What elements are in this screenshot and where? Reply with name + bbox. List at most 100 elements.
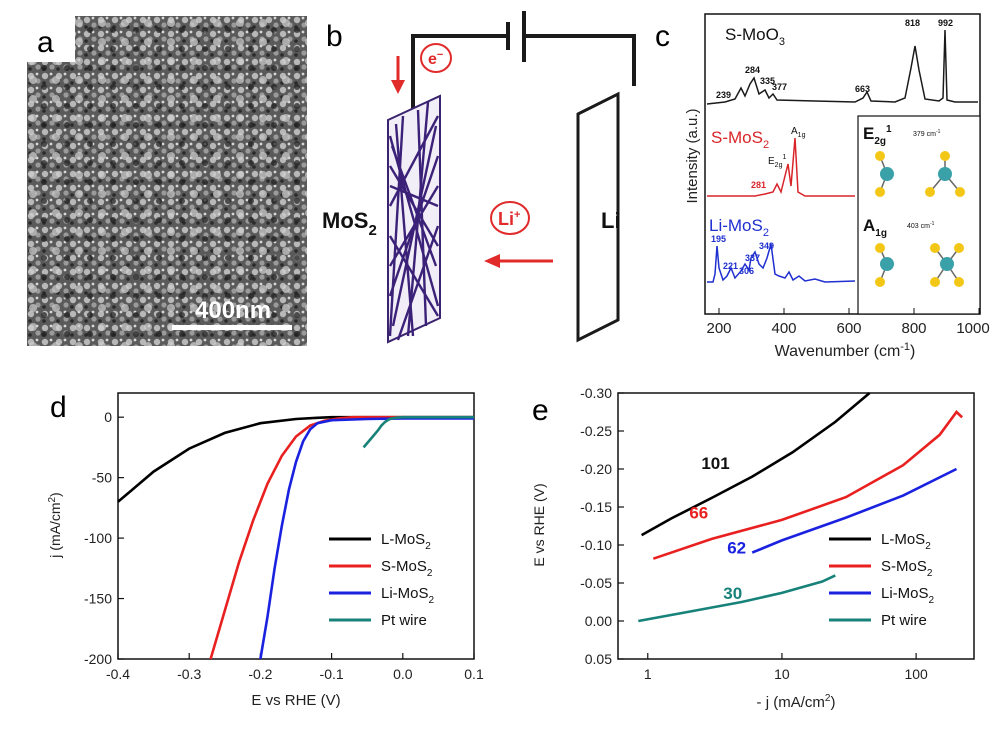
tafel-slope-label: 30 bbox=[723, 584, 742, 603]
peak-label: 349 bbox=[759, 241, 774, 251]
trace-label-mos2: S-MoS2 bbox=[711, 128, 769, 151]
x-tick-label: -0.2 bbox=[248, 666, 272, 682]
series-line-s-mos bbox=[652, 410, 963, 560]
x-tick-label: 100 bbox=[904, 666, 928, 682]
plot-d-frame bbox=[117, 392, 475, 660]
scale-bar bbox=[172, 325, 292, 330]
panel-e-letter: e bbox=[532, 394, 549, 427]
panel-e: e 1 10 100 -0.30 -0.25 -0.20 -0.15 -0.10 -0.05 0… bbox=[500, 375, 1000, 732]
ion-label: Li+ bbox=[498, 209, 520, 229]
plot-e-xlabel: - j (mA/cm2) bbox=[757, 693, 836, 711]
peak-label: 992 bbox=[938, 18, 953, 28]
x-tick-label: 600 bbox=[836, 320, 861, 337]
electron-badge bbox=[420, 43, 452, 73]
legend-label: Li-MoS2 bbox=[381, 585, 435, 606]
series-line-li-mos bbox=[751, 467, 958, 554]
x-tick-label: 0.0 bbox=[393, 666, 413, 682]
li-label: Li bbox=[601, 208, 621, 233]
mos2-label: MoS2 bbox=[322, 208, 377, 239]
y-tick-label: -0.05 bbox=[580, 575, 612, 591]
y-tick-label: -0.10 bbox=[580, 537, 612, 553]
scale-bar-label: 400nm bbox=[195, 297, 271, 324]
x-tick-label: 400 bbox=[771, 320, 796, 337]
legend-label: S-MoS2 bbox=[881, 558, 933, 579]
panel-b: b MoS2 Li bbox=[318, 6, 648, 351]
peak-label: 281 bbox=[751, 180, 766, 190]
legend-label: L-MoS2 bbox=[381, 531, 431, 552]
series-line-s-mos bbox=[209, 415, 474, 660]
y-tick-label: -0.25 bbox=[580, 423, 612, 439]
li-electrode bbox=[576, 91, 620, 343]
legend-label: S-MoS2 bbox=[381, 558, 433, 579]
series-line-li-mos bbox=[259, 417, 474, 660]
y-tick-label: -200 bbox=[84, 651, 112, 667]
peak-label-a1g: A1g bbox=[791, 126, 806, 139]
series-line-l-mos bbox=[640, 392, 871, 537]
peak-label: 195 bbox=[711, 234, 726, 244]
peak-label-e2g: E2g1 bbox=[768, 154, 786, 169]
x-tick-label: 200 bbox=[706, 320, 731, 337]
plot-d-ylabel: j (mA/cm2) bbox=[47, 492, 63, 558]
y-tick-label: -100 bbox=[84, 530, 112, 546]
trace-label-moo3: S-MoO3 bbox=[725, 25, 785, 48]
raman-ylabel: Intensity (a.u.) bbox=[684, 108, 701, 203]
raman-xlabel: Wavenumber (cm-1) bbox=[775, 341, 916, 360]
y-tick-label: -150 bbox=[84, 591, 112, 607]
series-line-pt-wire bbox=[362, 415, 474, 449]
panel-b-letter: b bbox=[326, 20, 343, 53]
x-tick-label: 1000 bbox=[956, 320, 989, 337]
peak-label: 337 bbox=[745, 253, 760, 263]
y-tick-label: -0.30 bbox=[580, 385, 612, 401]
peak-label: 239 bbox=[716, 90, 731, 100]
y-tick-label: -0.20 bbox=[580, 461, 612, 477]
trace-s-mos2 bbox=[707, 137, 855, 197]
legend-label: Pt wire bbox=[881, 612, 927, 629]
plot-d-legend: L-MoS2 S-MoS2 Li-MoS2 Pt wire bbox=[329, 531, 435, 629]
plot-e-frame bbox=[617, 392, 975, 660]
peak-label: 284 bbox=[745, 65, 760, 75]
ion-badge bbox=[490, 201, 530, 235]
series-line-pt-wire bbox=[638, 574, 836, 623]
x-tick-label: 0.1 bbox=[464, 666, 484, 682]
tafel-slope-label: 62 bbox=[727, 538, 746, 557]
x-tick-label: 10 bbox=[774, 666, 790, 682]
legend-label: Li-MoS2 bbox=[881, 585, 935, 606]
trace-li-mos2 bbox=[707, 243, 856, 283]
x-tick-label: 800 bbox=[901, 320, 926, 337]
tafel-slope-label: 66 bbox=[689, 503, 708, 522]
sem-image: a 400nm bbox=[27, 16, 307, 346]
mode-e2g-label: E2g1 bbox=[863, 124, 892, 147]
panel-d-letter: d bbox=[50, 391, 67, 424]
mode-e2g-freq: 379 cm-1 bbox=[913, 129, 941, 138]
y-tick-label: 0.05 bbox=[585, 651, 612, 667]
panel-d: d -0.4 -0.3 -0.2 -0.1 0.0 0.1 0 -50 -100 -150 -20… bbox=[0, 375, 500, 732]
peak-label: 335 bbox=[760, 76, 775, 86]
x-tick-label: -0.4 bbox=[106, 666, 130, 682]
y-tick-label: -0.15 bbox=[580, 499, 612, 515]
panel-a-letter: a bbox=[37, 26, 54, 59]
trace-s-moo3 bbox=[706, 29, 978, 105]
mode-a1g-label: A1g bbox=[863, 216, 887, 239]
y-tick-label: 0.00 bbox=[585, 613, 612, 629]
peak-label: 221 bbox=[723, 261, 738, 271]
legend-label: Pt wire bbox=[381, 612, 427, 629]
electron-label: e− bbox=[428, 49, 443, 68]
plot-d-xlabel: E vs RHE (V) bbox=[251, 692, 340, 709]
panel-c: c Intensity (a.u.) S-MoO3 S-MoS2 Li-MoS2… bbox=[655, 6, 1000, 361]
mos2-electrode bbox=[387, 94, 441, 344]
circuit-wire bbox=[411, 11, 636, 116]
panel-a: a 400nm bbox=[27, 16, 307, 346]
vibration-inset: E2g1 379 cm-1 A1g 403 cm-1 bbox=[857, 115, 981, 315]
x-tick-label: 1 bbox=[644, 666, 652, 682]
legend-label: L-MoS2 bbox=[881, 531, 931, 552]
plot-e-ylabel: E vs RHE (V) bbox=[531, 483, 547, 566]
peak-label: 306 bbox=[739, 266, 754, 276]
mode-a1g-freq: 403 cm-1 bbox=[907, 221, 935, 230]
x-tick-label: -0.1 bbox=[320, 666, 344, 682]
panel-c-letter: c bbox=[655, 20, 670, 53]
y-tick-label: 0 bbox=[104, 409, 112, 425]
x-tick-label: -0.3 bbox=[177, 666, 201, 682]
peak-label: 663 bbox=[855, 84, 870, 94]
electron-arrow bbox=[391, 56, 405, 94]
ion-arrow bbox=[484, 254, 553, 268]
